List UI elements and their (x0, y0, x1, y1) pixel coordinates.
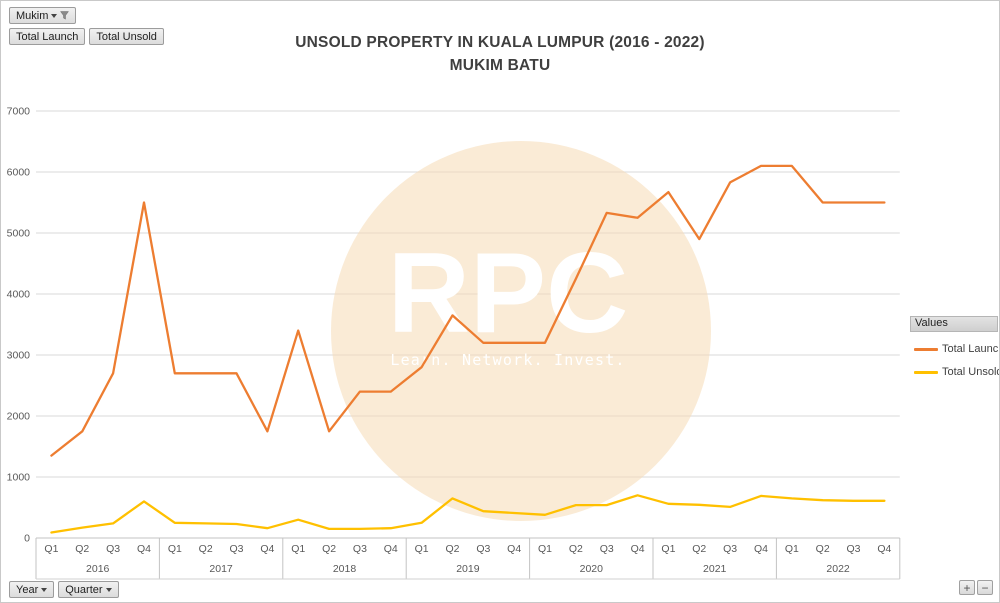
chart-legend: Values Total Launch Total Unsold (910, 316, 1000, 378)
x-axis-year-label: 2020 (580, 563, 604, 575)
mukim-filter-button[interactable]: Mukim (9, 7, 77, 24)
legend-line-swatch (914, 347, 938, 351)
total-unsold-field-button[interactable]: Total Unsold (89, 28, 164, 45)
x-axis-quarter-label: Q1 (538, 543, 552, 555)
x-axis-quarter-label: Q2 (199, 543, 213, 555)
y-axis-tick-label: 4000 (7, 289, 31, 301)
total-unsold-field-label: Total Unsold (96, 30, 157, 43)
x-axis-quarter-label: Q2 (569, 543, 583, 555)
watermark-circle (331, 141, 711, 521)
x-axis-year-label: 2022 (826, 563, 850, 575)
series-line-total-unsold (50, 494, 886, 534)
x-axis-quarter-label: Q4 (507, 543, 521, 555)
filter-button-row: Mukim (9, 7, 77, 24)
x-axis-year-label: 2017 (209, 563, 233, 575)
series-button-row: Total Launch Total Unsold (9, 28, 164, 45)
y-axis-tick-label: 6000 (7, 167, 31, 179)
x-axis-quarter-label: Q4 (260, 543, 274, 555)
x-axis-quarter-label: Q1 (785, 543, 799, 555)
chevron-down-icon (41, 587, 48, 592)
zoom-in-button[interactable]: + (959, 580, 975, 595)
chevron-down-icon (51, 13, 58, 18)
legend-item-total-launch: Total Launch (910, 343, 1000, 355)
mukim-filter-label: Mukim (16, 9, 49, 22)
x-axis-year-label: 2016 (86, 563, 110, 575)
legend-header: Values (910, 316, 998, 332)
series-line-total-launch (50, 164, 886, 457)
x-axis-quarter-label: Q3 (600, 543, 614, 555)
watermark-text: RPC (388, 230, 629, 357)
watermark-tagline: Learn. Network. Invest. (390, 351, 625, 369)
y-axis-tick-label: 2000 (7, 411, 31, 423)
legend-line-swatch (914, 370, 938, 374)
x-axis-quarter-label: Q2 (322, 543, 336, 555)
x-axis-year-label: 2019 (456, 563, 480, 575)
legend-items: Total Launch Total Unsold (910, 343, 1000, 378)
x-axis-quarter-label: Q4 (631, 543, 645, 555)
x-axis-quarter-label: Q2 (75, 543, 89, 555)
quarter-axis-button[interactable]: Quarter (58, 581, 119, 598)
x-axis-quarter-label: Q1 (168, 543, 182, 555)
y-axis-tick-label: 5000 (7, 228, 31, 240)
y-axis-tick-label: 0 (24, 533, 30, 545)
x-axis-quarter-label: Q4 (137, 543, 151, 555)
zoom-controls: + − (959, 580, 993, 595)
axis-button-row: Year Quarter (9, 581, 119, 598)
total-launch-field-label: Total Launch (16, 30, 79, 43)
x-axis-quarter-label: Q3 (723, 543, 737, 555)
legend-item-total-unsold: Total Unsold (910, 366, 1000, 378)
x-axis-quarter-label: Q3 (847, 543, 861, 555)
filter-funnel-icon (60, 11, 70, 20)
y-axis-tick-label: 7000 (7, 106, 31, 118)
y-axis-tick-label: 3000 (7, 350, 31, 362)
x-axis-quarter-label: Q1 (44, 543, 58, 555)
x-axis-quarter-label: Q4 (384, 543, 398, 555)
x-axis-year-label: 2021 (703, 563, 727, 575)
x-axis-quarter-label: Q2 (692, 543, 706, 555)
x-axis-year-label: 2018 (333, 563, 357, 575)
x-axis-quarter-label: Q2 (445, 543, 459, 555)
x-axis-quarter-label: Q1 (291, 543, 305, 555)
x-axis-quarter-label: Q3 (353, 543, 367, 555)
quarter-axis-label: Quarter (65, 583, 103, 596)
legend-label: Total Launch (942, 343, 1000, 355)
x-axis-quarter-label: Q4 (877, 543, 891, 555)
x-axis-quarter-label: Q3 (476, 543, 490, 555)
x-axis-quarter-label: Q2 (816, 543, 830, 555)
x-axis-quarter-label: Q4 (754, 543, 768, 555)
x-axis-quarter-label: Q1 (415, 543, 429, 555)
chevron-down-icon (105, 587, 112, 592)
x-axis-quarter-label: Q3 (230, 543, 244, 555)
year-axis-label: Year (16, 583, 39, 596)
x-axis-quarter-label: Q3 (106, 543, 120, 555)
zoom-out-button[interactable]: − (977, 580, 993, 595)
total-launch-field-button[interactable]: Total Launch (9, 28, 86, 45)
y-axis-tick-label: 1000 (7, 472, 31, 484)
year-axis-button[interactable]: Year (9, 581, 55, 598)
legend-label: Total Unsold (942, 366, 1000, 378)
x-axis-quarter-label: Q1 (661, 543, 675, 555)
